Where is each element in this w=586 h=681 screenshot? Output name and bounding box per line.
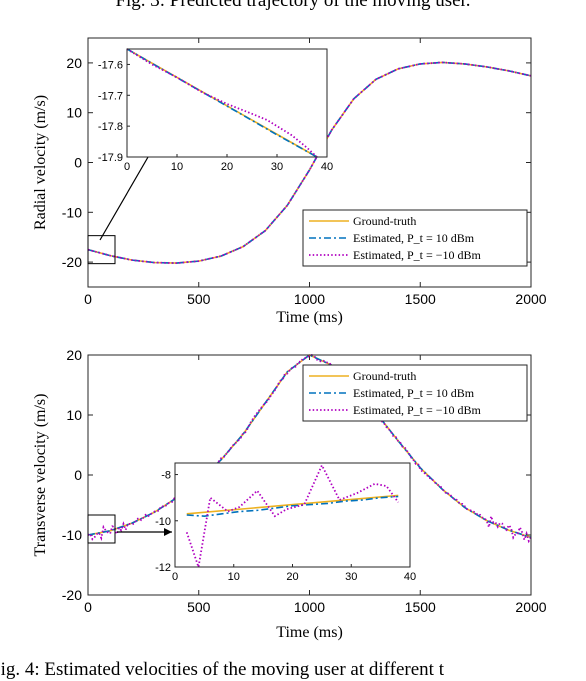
x-axis-label: Time (ms)	[276, 624, 343, 641]
legend-label-0: Ground-truth	[353, 369, 416, 383]
legend-label-1: Estimated, P_t = 10 dBm	[353, 231, 475, 245]
figure-caption-bottom: Fig. 4: Estimated velocities of the movi…	[0, 659, 444, 680]
inset-x-tick-label: 40	[404, 571, 416, 583]
inset-x-tick-label: 30	[345, 571, 357, 583]
x-tick-label: 1000	[294, 599, 325, 615]
inset-series-line-2	[126, 48, 318, 158]
x-tick-label: 0	[84, 599, 92, 615]
y-axis-label: Transverse velocity (m/s)	[32, 394, 49, 557]
inset-y-tick-label: -8	[161, 470, 171, 482]
inset-area	[175, 463, 410, 567]
inset-x-tick-label: 10	[228, 571, 240, 583]
y-tick-label: 0	[74, 467, 82, 483]
series-line-2	[87, 61, 532, 265]
x-tick-label: 1000	[294, 291, 325, 307]
legend-label-0: Ground-truth	[353, 214, 416, 228]
series-line-1	[87, 354, 532, 539]
zoom-marker-box	[87, 514, 116, 544]
x-tick-label: 1500	[405, 291, 436, 307]
y-tick-label: 20	[66, 347, 82, 363]
legend-label-1: Estimated, P_t = 10 dBm	[353, 386, 475, 400]
y-tick-label: -10	[62, 527, 82, 543]
y-tick-label: -10	[62, 204, 82, 220]
legend-label-2: Estimated, P_t = −10 dBm	[353, 248, 482, 262]
zoom-arrow	[99, 144, 156, 241]
inset-x-tick-label: 20	[286, 571, 298, 583]
axes-frame	[87, 37, 532, 288]
inset-series-line-1	[186, 495, 399, 517]
x-tick-label: 0	[84, 291, 92, 307]
inset-x-tick-label: 30	[271, 161, 283, 173]
zoom-marker-box	[87, 235, 116, 265]
inset-x-tick-label: 10	[171, 161, 183, 173]
inset-area	[127, 49, 327, 157]
inset-y-tick-label: -12	[155, 562, 171, 574]
inset-y-tick-label: -17.8	[98, 121, 123, 133]
zoom-arrow-head	[164, 528, 172, 536]
inset-x-tick-label: 40	[321, 161, 333, 173]
axes-frame	[87, 354, 532, 596]
x-tick-label: 2000	[515, 291, 546, 307]
y-tick-label: 0	[74, 155, 82, 171]
y-axis-label: Radial velocity (m/s)	[32, 95, 49, 230]
inset-series-line-0	[186, 494, 399, 515]
radial-velocity-panel: 0 500 1000 1500 2000 -20 -10 0 10 20 Time (ms) Radi…	[32, 37, 547, 326]
inset-y-tick-label: -10	[155, 516, 171, 528]
x-tick-label: 1500	[405, 599, 436, 615]
inset-series-line-1	[126, 48, 318, 158]
transverse-velocity-panel: 0 500 1000 1500 2000 -20 -10 0 10 20 Time (ms) Tran…	[32, 347, 547, 641]
inset-y-tick-label: -17.9	[98, 152, 123, 164]
inset-y-tick-label: -17.7	[98, 90, 123, 102]
legend-label-2: Estimated, P_t = −10 dBm	[353, 403, 482, 417]
y-tick-label: -20	[62, 587, 82, 603]
inset-x-tick-label: 20	[221, 161, 233, 173]
x-tick-label: 500	[187, 291, 211, 307]
inset-x-tick-label: 0	[172, 571, 178, 583]
inset-x-tick-label: 0	[124, 161, 130, 173]
y-tick-label: 10	[66, 105, 82, 121]
y-tick-label: -20	[62, 254, 82, 270]
figure-caption-top: Fig. 3: Predicted trajectory of the movi…	[115, 0, 471, 11]
x-tick-label: 500	[187, 599, 211, 615]
x-tick-label: 2000	[515, 599, 546, 615]
x-axis-label: Time (ms)	[276, 309, 343, 326]
y-tick-label: 20	[66, 55, 82, 71]
y-tick-label: 10	[66, 407, 82, 423]
inset-y-tick-label: -17.6	[98, 59, 123, 71]
